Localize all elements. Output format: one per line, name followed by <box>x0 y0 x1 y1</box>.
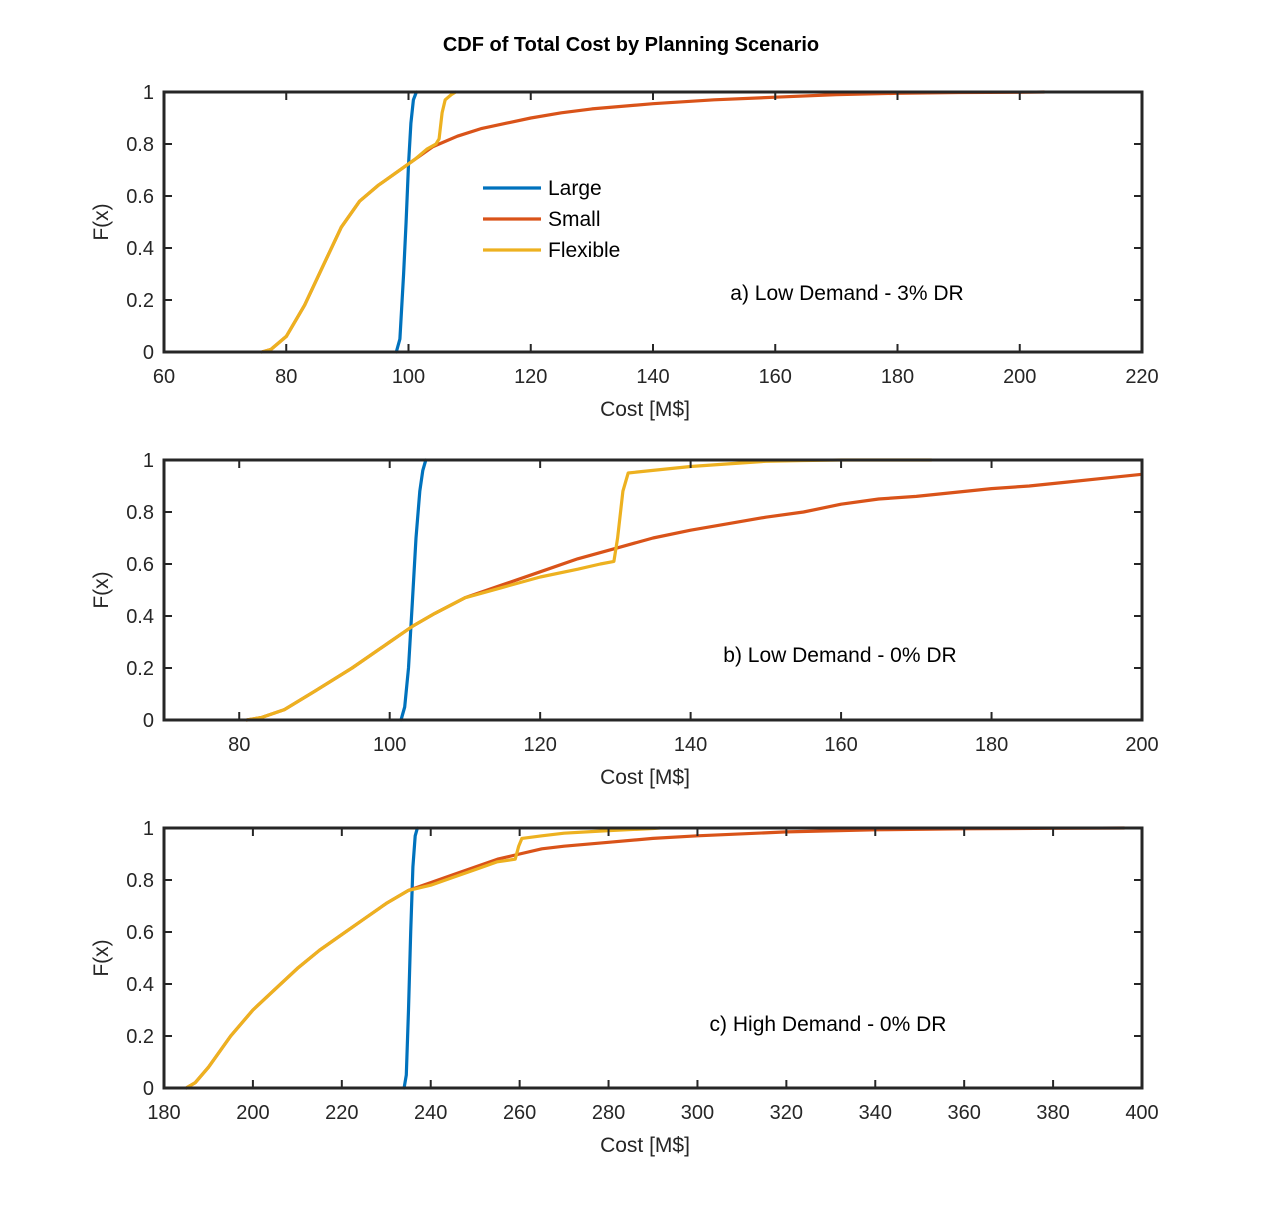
x-tick-label: 360 <box>947 1102 980 1124</box>
x-tick-label: 180 <box>975 734 1008 756</box>
x-tick-label: 220 <box>1125 366 1158 388</box>
figure-title: CDF of Total Cost by Planning Scenario <box>443 34 819 56</box>
series-line-flexible <box>184 826 662 1090</box>
series-line-large <box>394 90 418 354</box>
x-tick-label: 100 <box>392 366 425 388</box>
y-tick-label: 0.4 <box>126 606 154 628</box>
x-tick-label: 320 <box>770 1102 803 1124</box>
x-tick-label: 200 <box>1125 734 1158 756</box>
legend: Large Small Flexible <box>483 177 620 262</box>
y-tick-label: 0.6 <box>126 554 154 576</box>
x-tick-label: 180 <box>881 366 914 388</box>
x-tick-label: 200 <box>236 1102 269 1124</box>
series-line-large <box>399 458 428 722</box>
series-line-flexible <box>260 90 458 354</box>
series-line-large <box>402 826 419 1090</box>
x-tick-label: 300 <box>681 1102 714 1124</box>
legend-entry-large: Large <box>548 177 602 200</box>
axes-box <box>162 826 1144 1090</box>
y-tick-label: 0.4 <box>126 238 154 260</box>
y-tick-label: 0 <box>143 1078 154 1100</box>
plot-area <box>164 828 1142 1088</box>
x-tick-label: 180 <box>147 1102 180 1124</box>
x-tick-label: 400 <box>1125 1102 1158 1124</box>
y-tick-label: 0.2 <box>126 1026 154 1048</box>
y-tick-label: 1 <box>143 818 154 840</box>
y-tick-label: 0.4 <box>126 974 154 996</box>
x-tick-label: 120 <box>523 734 556 756</box>
x-tick-label: 80 <box>228 734 250 756</box>
y-tick-label: 1 <box>143 450 154 472</box>
x-tick-label: 260 <box>503 1102 536 1124</box>
y-axis-label: F(x) <box>90 939 113 976</box>
y-tick-label: 0.8 <box>126 134 154 156</box>
chart-panel-2: 80 100 120 140 160 180 200 0 0.2 0.4 0.6 0.8 1 Cost [… <box>90 450 1159 789</box>
x-tick-label: 60 <box>153 366 175 388</box>
x-tick-label: 80 <box>275 366 297 388</box>
chart-panel-1: 60 80 100 120 140 160 180 200 220 0 0.2 0.4 0.6 0.8 1 C… <box>90 82 1159 421</box>
y-tick-label: 1 <box>143 82 154 104</box>
y-tick-label: 0.2 <box>126 658 154 680</box>
x-tick-label: 160 <box>824 734 857 756</box>
y-tick-label: 0.2 <box>126 290 154 312</box>
x-axis-label: Cost [M$] <box>600 398 690 421</box>
x-tick-label: 200 <box>1003 366 1036 388</box>
legend-entry-flexible: Flexible <box>548 239 620 262</box>
x-tick-label: 140 <box>636 366 669 388</box>
x-tick-label: 140 <box>674 734 707 756</box>
y-tick-label: 0.6 <box>126 922 154 944</box>
legend-entry-small: Small <box>548 208 601 231</box>
plot-area <box>164 92 1142 352</box>
x-tick-label: 240 <box>414 1102 447 1124</box>
x-tick-label: 340 <box>859 1102 892 1124</box>
plot-area <box>164 460 1142 720</box>
x-axis-label: Cost [M$] <box>600 1134 690 1157</box>
y-axis-label: F(x) <box>90 203 113 240</box>
x-tick-label: 220 <box>325 1102 358 1124</box>
panel-annotation: c) High Demand - 0% DR <box>710 1013 947 1036</box>
y-tick-label: 0.6 <box>126 186 154 208</box>
x-tick-label: 120 <box>514 366 547 388</box>
x-tick-label: 100 <box>373 734 406 756</box>
y-axis-label: F(x) <box>90 571 113 608</box>
y-tick-label: 0 <box>143 342 154 364</box>
y-tick-label: 0.8 <box>126 502 154 524</box>
y-tick-label: 0 <box>143 710 154 732</box>
x-tick-label: 380 <box>1036 1102 1069 1124</box>
panel-annotation: b) Low Demand - 0% DR <box>723 644 956 667</box>
x-tick-label: 280 <box>592 1102 625 1124</box>
y-tick-label: 0.8 <box>126 870 154 892</box>
x-tick-label: 160 <box>759 366 792 388</box>
chart-panel-3: 180 200 220 240 260 280 300 320 340 360 380 400 0 0.2… <box>90 818 1159 1157</box>
x-axis-label: Cost [M$] <box>600 766 690 789</box>
panel-annotation: a) Low Demand - 3% DR <box>730 282 963 305</box>
axes-box <box>162 458 1144 722</box>
